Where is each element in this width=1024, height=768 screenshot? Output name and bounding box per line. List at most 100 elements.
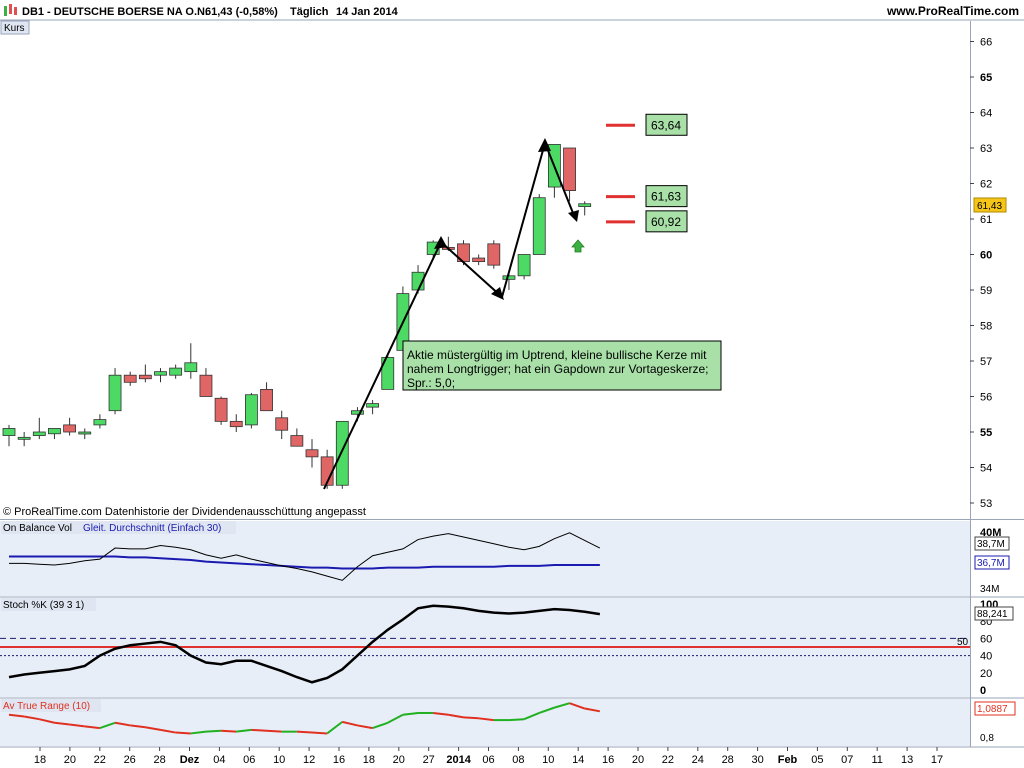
x-tick-label: 27 <box>423 754 435 766</box>
obv-axis-tick-40m: 40M <box>980 527 1001 539</box>
price-panel-label-box <box>0 20 30 35</box>
price-tick-label: 53 <box>980 498 992 510</box>
obv-ma-label-box <box>80 521 236 534</box>
x-tick-label: 30 <box>751 754 763 766</box>
obv-value-tag <box>974 536 1010 551</box>
candle-body <box>305 449 319 458</box>
x-tick-label: 08 <box>512 754 524 766</box>
price-tick-label: 61 <box>980 214 992 226</box>
candle-body <box>93 419 107 426</box>
level-label: 63,64 <box>651 118 681 132</box>
atr-segment <box>145 726 161 731</box>
obv-label: On Balance Vol <box>3 523 72 534</box>
price-tick-label: 66 <box>980 37 992 49</box>
copyright-note: © ProRealTime.com Datenhistorie der Divi… <box>3 506 366 518</box>
obv-lines <box>9 532 601 581</box>
x-tick-label: 20 <box>632 754 644 766</box>
annotation-note: Aktie müstergültig im Uptrend, kleine bu… <box>402 340 722 391</box>
level-label-box <box>645 113 688 136</box>
candle-body <box>502 275 516 280</box>
level-label-box <box>645 185 688 208</box>
atr-segment <box>342 720 358 727</box>
candle-body <box>366 403 380 408</box>
x-tick-label: 22 <box>94 754 106 766</box>
atr-segment <box>402 711 419 716</box>
candle-body <box>199 374 213 397</box>
candle-body <box>123 374 137 383</box>
stoch-lines <box>0 604 970 684</box>
candle-body <box>48 428 61 435</box>
candle-body <box>351 410 364 415</box>
atr-label-box <box>1 699 101 712</box>
x-tick-label: 22 <box>662 754 674 766</box>
candle-body <box>472 257 486 262</box>
atr-lines <box>8 702 601 735</box>
atr-segment <box>372 721 389 730</box>
price-axis: 53 54 55 56 57 58 59 60 61 62 63 64 65 66 <box>970 37 992 510</box>
price-panel-label: Kurs <box>4 23 25 34</box>
candle-body <box>532 197 546 255</box>
atr-panel <box>0 699 970 746</box>
candle-body <box>381 357 395 390</box>
atr-segment <box>205 729 222 733</box>
candle-body <box>169 367 183 376</box>
atr-segment <box>311 731 328 735</box>
x-tick-label: 04 <box>213 754 225 766</box>
header-bar <box>0 0 1024 20</box>
atr-segment <box>54 721 70 726</box>
price-tick-label: 57 <box>980 356 992 368</box>
price-tick-label: 58 <box>980 321 992 333</box>
x-tick-label: 28 <box>722 754 734 766</box>
candle-body <box>138 374 152 380</box>
x-tick-label: 26 <box>124 754 136 766</box>
x-tick-label: 28 <box>153 754 165 766</box>
x-tick-label: 10 <box>273 754 285 766</box>
candle-body <box>487 243 501 266</box>
price-tick-label: 56 <box>980 392 992 404</box>
x-tick-label: 20 <box>393 754 405 766</box>
x-tick-label: 16 <box>333 754 345 766</box>
trigger-up-arrow-icon <box>571 239 585 253</box>
arrowhead-3 <box>538 138 551 152</box>
annotation-line-1: Aktie müstergültig im Uptrend, kleine bu… <box>407 348 707 362</box>
arrowhead-4 <box>568 210 579 222</box>
obv-axis-tick-34m: 34M <box>980 584 999 595</box>
candle-body <box>290 435 304 447</box>
candle-body <box>578 203 592 207</box>
atr-segment <box>114 721 131 727</box>
price-tick-label: 54 <box>980 463 992 475</box>
candle-body <box>335 420 349 486</box>
x-tick-label: 18 <box>34 754 46 766</box>
atr-segment <box>523 712 540 721</box>
obv-value: 38,7M <box>977 539 1005 550</box>
atr-segment <box>478 717 494 722</box>
stoch-value-tag <box>974 606 1014 621</box>
atr-segment <box>584 707 601 713</box>
header-interval: Täglich <box>290 6 329 18</box>
atr-segment <box>39 718 55 724</box>
x-tick-label: Feb <box>778 754 798 766</box>
stoch-line <box>8 604 601 684</box>
atr-segment <box>251 728 267 732</box>
current-price-tag <box>973 197 1007 213</box>
atr-segment <box>84 725 101 730</box>
atr-label: Av True Range (10) <box>3 701 90 712</box>
candle-body <box>260 388 273 412</box>
atr-segment <box>448 713 464 719</box>
x-tick-label: 05 <box>811 754 823 766</box>
price-tick-label: 59 <box>980 285 992 297</box>
arrowheads <box>434 138 579 300</box>
atr-segment <box>8 713 25 718</box>
stoch-label: Stoch %K (39 3 1) <box>3 600 84 611</box>
stoch-tick-label: 40 <box>980 651 992 663</box>
atr-segment <box>357 724 373 730</box>
annotation-line-2: nahem Longtrigger; hat ein Gapdown zur V… <box>407 362 709 376</box>
stoch-tick-label: 20 <box>980 668 992 680</box>
atr-segment <box>175 731 191 735</box>
atr-value: 1,0887 <box>977 704 1008 715</box>
x-tick-label: 24 <box>692 754 704 766</box>
obv-ma-value-tag <box>974 555 1010 570</box>
header-site[interactable]: www.ProRealTime.com <box>886 4 1019 18</box>
x-tick-label: Dez <box>180 754 200 766</box>
